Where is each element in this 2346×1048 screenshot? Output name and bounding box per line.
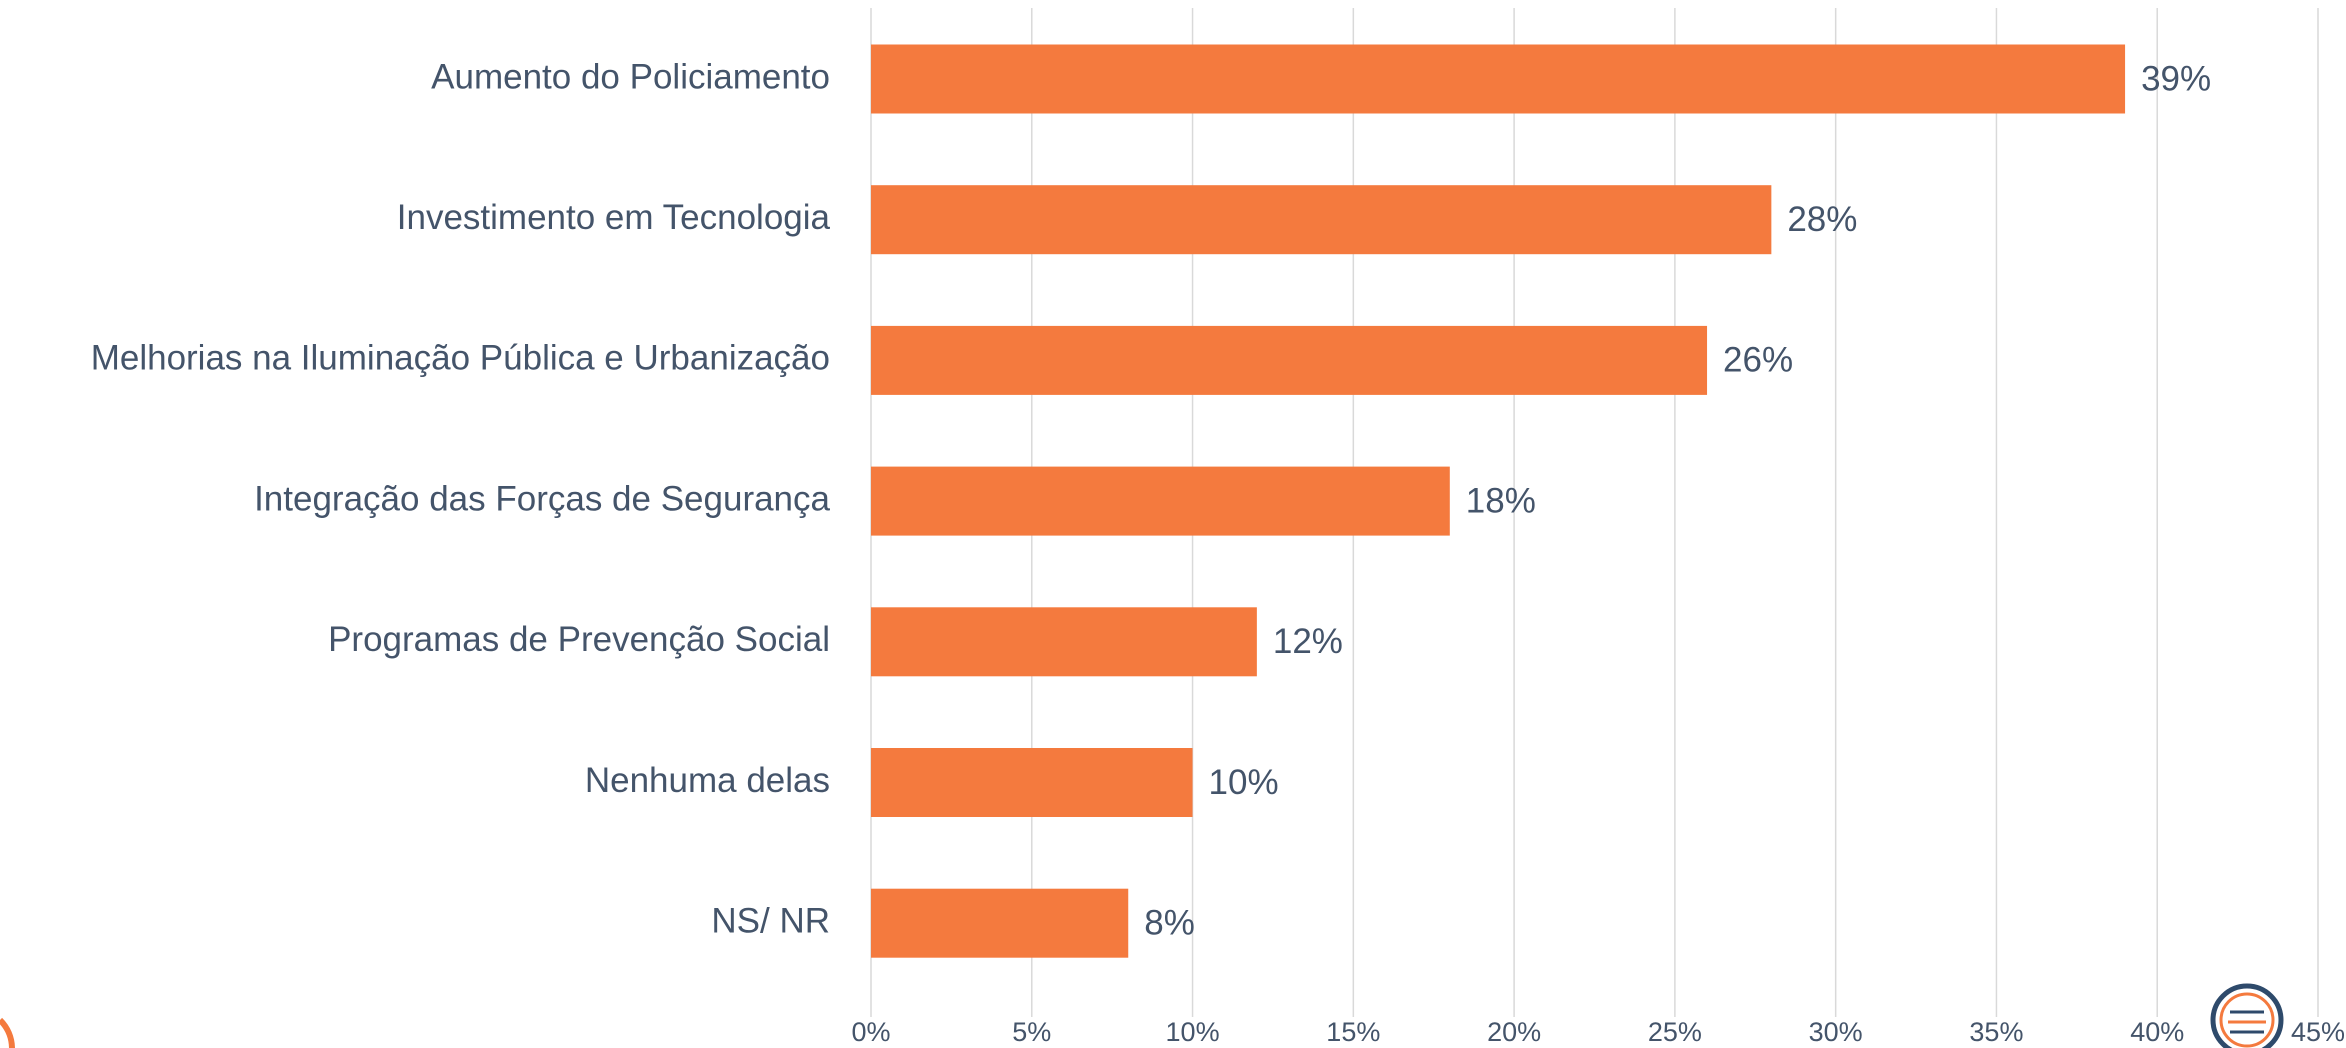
- bar: [871, 325, 1708, 395]
- data-label: 26%: [1723, 341, 1793, 380]
- x-tick-label: 35%: [1969, 1017, 2023, 1047]
- x-tick-label: 20%: [1487, 1017, 1541, 1047]
- logo: [2210, 983, 2284, 1048]
- x-tick-label: 15%: [1326, 1017, 1380, 1047]
- y-tick-label: Integração das Forças de Segurança: [254, 479, 830, 518]
- x-tick-label: 45%: [2291, 1017, 2345, 1047]
- bar: [871, 607, 1257, 677]
- x-tick-label: 40%: [2130, 1017, 2184, 1047]
- x-tick-label: 0%: [851, 1017, 890, 1047]
- data-label: 39%: [2141, 59, 2211, 98]
- y-tick-label: Melhorias na Iluminação Pública e Urbani…: [91, 339, 830, 378]
- y-tick-label: NS/ NR: [711, 901, 830, 940]
- x-tick-label: 25%: [1648, 1017, 1702, 1047]
- data-label: 10%: [1209, 763, 1279, 802]
- bar: [871, 466, 1450, 536]
- y-tick-label: Investimento em Tecnologia: [397, 198, 831, 237]
- x-tick-label: 5%: [1012, 1017, 1051, 1047]
- data-label: 12%: [1273, 622, 1343, 661]
- bar: [871, 888, 1129, 958]
- x-tick-label: 10%: [1166, 1017, 1220, 1047]
- y-tick-label: Aumento do Policiamento: [431, 57, 830, 96]
- data-label: 18%: [1466, 481, 1536, 520]
- decoration: [0, 1017, 15, 1048]
- bar: [871, 185, 1772, 255]
- bar: [871, 44, 2126, 114]
- bar: [871, 748, 1193, 817]
- y-tick-label: Programas de Prevenção Social: [328, 620, 830, 659]
- data-label: 8%: [1144, 903, 1195, 942]
- y-tick-label: Nenhuma delas: [585, 761, 830, 800]
- data-label: 28%: [1787, 200, 1857, 239]
- x-tick-label: 30%: [1809, 1017, 1863, 1047]
